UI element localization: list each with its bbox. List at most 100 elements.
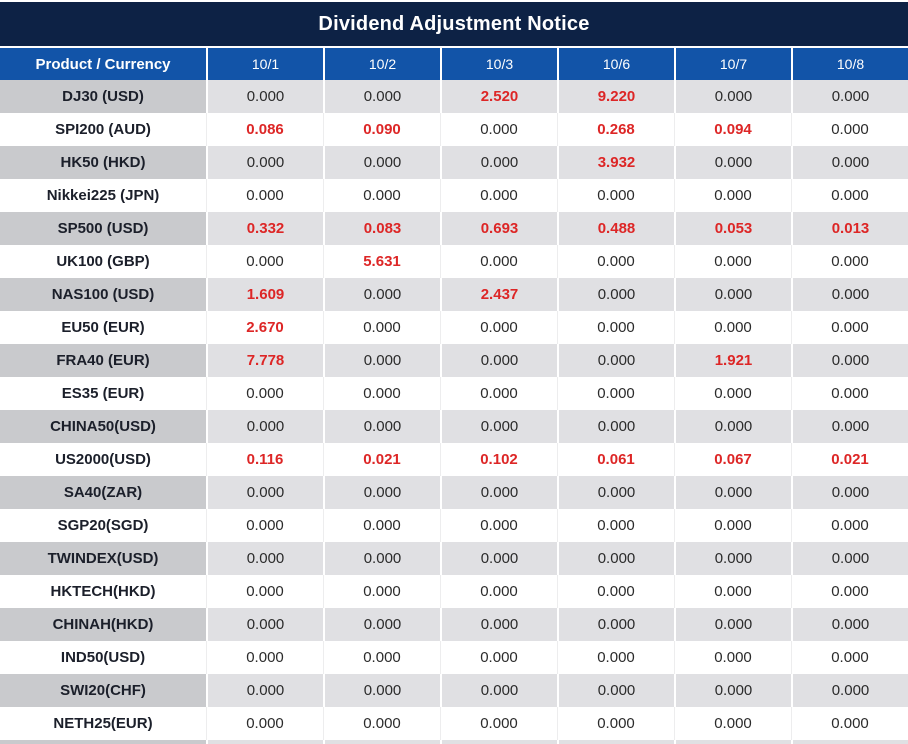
dividend-value-cell: 0.000 <box>440 245 557 278</box>
dividend-value-cell: 0.000 <box>791 641 908 674</box>
dividend-value-cell: 1.609 <box>206 278 323 311</box>
dividend-value-cell: 0.000 <box>557 608 674 641</box>
dividend-value-cell: 0.000 <box>674 179 791 212</box>
dividend-value-cell: 0.000 <box>206 377 323 410</box>
dividend-value-cell: 0.488 <box>557 212 674 245</box>
table-row: SP500 (USD) 0.332 0.083 0.693 0.488 0.053 0.01… <box>0 212 908 245</box>
dividend-value-cell: 0.332 <box>206 212 323 245</box>
dividend-value-cell: 0.000 <box>674 476 791 509</box>
dividend-value-cell: 0.000 <box>440 509 557 542</box>
dividend-value-cell: 0.000 <box>674 146 791 179</box>
dividend-value-cell: 0.000 <box>674 575 791 608</box>
dividend-value-cell: 0.021 <box>791 443 908 476</box>
dividend-value-cell: 0.000 <box>206 179 323 212</box>
table-row: EU50 (EUR) 2.670 0.000 0.000 0.000 0.000 0.000 <box>0 311 908 344</box>
table-row: TWINDEX(USD) 0.000 0.000 0.000 0.000 0.000 0.0… <box>0 542 908 575</box>
dividend-value-cell: 0.000 <box>557 575 674 608</box>
dividend-value-cell: 0.000 <box>440 311 557 344</box>
dividend-value-cell: 0.000 <box>206 641 323 674</box>
dividend-value-cell: 0.693 <box>440 212 557 245</box>
dividend-value-cell: 0.000 <box>557 674 674 707</box>
dividend-value-cell: 0.000 <box>206 245 323 278</box>
dividend-value-cell: 0.000 <box>323 608 440 641</box>
dividend-value-cell: 0.000 <box>323 641 440 674</box>
table-row: CHINAH(HKD) 0.000 0.000 0.000 0.000 0.000 0.00… <box>0 608 908 641</box>
dividend-value-cell: 0.000 <box>206 575 323 608</box>
page-title-text: Dividend Adjustment Notice <box>318 12 590 35</box>
dividend-value-cell: 0.000 <box>440 179 557 212</box>
product-label: SPI200 (AUD) <box>0 113 206 146</box>
dividend-value-cell: 0.000 <box>440 344 557 377</box>
product-label <box>0 740 206 744</box>
dividend-value-cell: 0.000 <box>791 575 908 608</box>
dividend-value-cell: 0.000 <box>557 377 674 410</box>
dividend-value-cell: 0.000 <box>791 707 908 740</box>
dividend-value-cell: 0.000 <box>557 476 674 509</box>
dividend-value-cell <box>791 740 908 744</box>
dividend-value-cell: 0.000 <box>557 311 674 344</box>
dividend-value-cell <box>440 740 557 744</box>
dividend-value-cell: 0.000 <box>440 377 557 410</box>
dividend-value-cell: 0.000 <box>791 344 908 377</box>
dividend-value-cell: 0.000 <box>206 410 323 443</box>
dividend-value-cell: 0.000 <box>791 311 908 344</box>
dividend-value-cell: 0.000 <box>206 509 323 542</box>
dividend-value-cell: 0.000 <box>674 641 791 674</box>
product-label: NAS100 (USD) <box>0 278 206 311</box>
dividend-value-cell: 0.000 <box>206 146 323 179</box>
dividend-value-cell: 0.086 <box>206 113 323 146</box>
table-row: US2000(USD) 0.116 0.021 0.102 0.061 0.067 0.02… <box>0 443 908 476</box>
dividend-value-cell: 0.000 <box>440 146 557 179</box>
dividend-value-cell: 0.000 <box>674 377 791 410</box>
dividend-value-cell: 0.000 <box>323 179 440 212</box>
product-label: UK100 (GBP) <box>0 245 206 278</box>
table-row: SPI200 (AUD) 0.086 0.090 0.000 0.268 0.094 0.0… <box>0 113 908 146</box>
dividend-value-cell: 0.000 <box>791 113 908 146</box>
dividend-value-cell: 0.000 <box>323 674 440 707</box>
dividend-value-cell: 0.000 <box>557 278 674 311</box>
dividend-value-cell: 0.067 <box>674 443 791 476</box>
column-header-date: 10/2 <box>323 48 440 80</box>
column-header-date: 10/3 <box>440 48 557 80</box>
dividend-value-cell: 0.116 <box>206 443 323 476</box>
product-label: FRA40 (EUR) <box>0 344 206 377</box>
dividend-value-cell: 0.000 <box>557 245 674 278</box>
dividend-value-cell: 0.000 <box>440 476 557 509</box>
dividend-value-cell: 0.000 <box>440 575 557 608</box>
table-row: HKTECH(HKD) 0.000 0.000 0.000 0.000 0.000 0.00… <box>0 575 908 608</box>
dividend-value-cell: 0.000 <box>440 707 557 740</box>
product-label: US2000(USD) <box>0 443 206 476</box>
dividend-value-cell: 0.000 <box>557 410 674 443</box>
table-row: Nikkei225 (JPN) 0.000 0.000 0.000 0.000 0.000… <box>0 179 908 212</box>
dividend-value-cell: 5.631 <box>323 245 440 278</box>
table-row: NAS100 (USD) 1.609 0.000 2.437 0.000 0.000 0.0… <box>0 278 908 311</box>
product-label: EU50 (EUR) <box>0 311 206 344</box>
dividend-value-cell: 0.000 <box>323 575 440 608</box>
dividend-value-cell <box>674 740 791 744</box>
table-row: HK50 (HKD) 0.000 0.000 0.000 3.932 0.000 0.000 <box>0 146 908 179</box>
dividend-value-cell: 0.000 <box>323 542 440 575</box>
dividend-value-cell: 0.000 <box>323 311 440 344</box>
dividend-value-cell: 0.268 <box>557 113 674 146</box>
dividend-value-cell: 0.000 <box>791 146 908 179</box>
dividend-value-cell: 0.000 <box>206 476 323 509</box>
dividend-value-cell: 0.000 <box>323 707 440 740</box>
column-header-date: 10/6 <box>557 48 674 80</box>
dividend-value-cell <box>206 740 323 744</box>
product-label: SP500 (USD) <box>0 212 206 245</box>
table-row: NETH25(EUR) 0.000 0.000 0.000 0.000 0.000 0.00… <box>0 707 908 740</box>
dividend-value-cell: 0.000 <box>206 707 323 740</box>
table-row: SA40(ZAR) 0.000 0.000 0.000 0.000 0.000 0.000 <box>0 476 908 509</box>
dividend-value-cell <box>557 740 674 744</box>
dividend-value-cell: 0.000 <box>791 179 908 212</box>
product-label: HKTECH(HKD) <box>0 575 206 608</box>
dividend-value-cell: 2.670 <box>206 311 323 344</box>
product-label: SWI20(CHF) <box>0 674 206 707</box>
dividend-value-cell: 7.778 <box>206 344 323 377</box>
product-label: DJ30 (USD) <box>0 80 206 113</box>
dividend-value-cell: 2.437 <box>440 278 557 311</box>
dividend-value-cell: 0.000 <box>440 113 557 146</box>
dividend-value-cell: 0.000 <box>440 410 557 443</box>
product-label: Nikkei225 (JPN) <box>0 179 206 212</box>
